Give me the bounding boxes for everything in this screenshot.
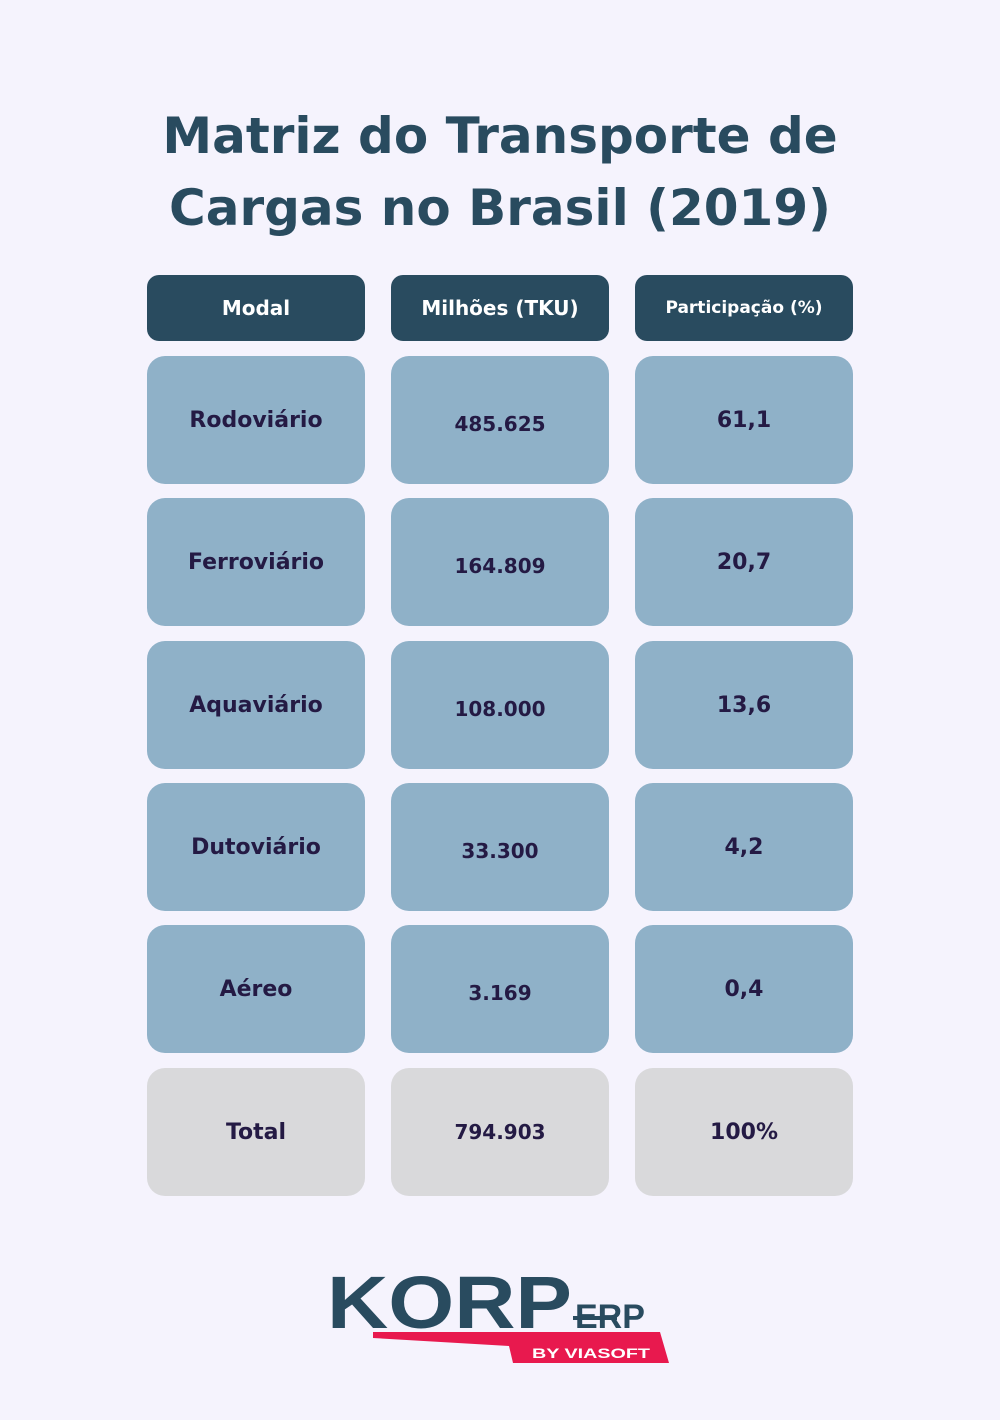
- logo-byline: BY VIASOFT: [532, 1345, 651, 1361]
- column-header-tku: Milhões (TKU): [391, 275, 609, 341]
- cell-share: 0,4: [635, 925, 853, 1053]
- cell-share: 13,6: [635, 641, 853, 769]
- cell-modal: Aquaviário: [147, 641, 365, 769]
- cell-tku: 3.169: [391, 925, 609, 1053]
- cell-modal: Ferroviário: [147, 498, 365, 626]
- table-row: Rodoviário 485.625 61,1: [0, 356, 1000, 484]
- page-title: Matriz do Transporte de Cargas no Brasil…: [0, 100, 1000, 244]
- logo-red-swoosh: [373, 1332, 669, 1363]
- column-header-modal: Modal: [147, 275, 365, 341]
- table-row: Aéreo 3.169 0,4: [0, 925, 1000, 1053]
- cell-tku: 164.809: [391, 498, 609, 626]
- logo-brand-name: KORP: [327, 1268, 572, 1344]
- column-header-share: Participação (%): [635, 275, 853, 341]
- cell-share: 20,7: [635, 498, 853, 626]
- total-label: Total: [147, 1068, 365, 1196]
- table-row: Dutoviário 33.300 4,2: [0, 783, 1000, 911]
- cell-tku: 33.300: [391, 783, 609, 911]
- cell-share: 61,1: [635, 356, 853, 484]
- table-row: Aquaviário 108.000 13,6: [0, 641, 1000, 769]
- cell-modal: Rodoviário: [147, 356, 365, 484]
- title-line-1: Matriz do Transporte de: [162, 107, 838, 165]
- cell-modal: Dutoviário: [147, 783, 365, 911]
- korp-erp-logo: KORP ERP BY VIASOFT: [327, 1268, 669, 1363]
- cell-tku: 485.625: [391, 356, 609, 484]
- cell-tku: 108.000: [391, 641, 609, 769]
- total-share: 100%: [635, 1068, 853, 1196]
- title-line-2: Cargas no Brasil (2019): [169, 179, 831, 237]
- total-tku: 794.903: [391, 1068, 609, 1196]
- table-row: Ferroviário 164.809 20,7: [0, 498, 1000, 626]
- cell-share: 4,2: [635, 783, 853, 911]
- cell-modal: Aéreo: [147, 925, 365, 1053]
